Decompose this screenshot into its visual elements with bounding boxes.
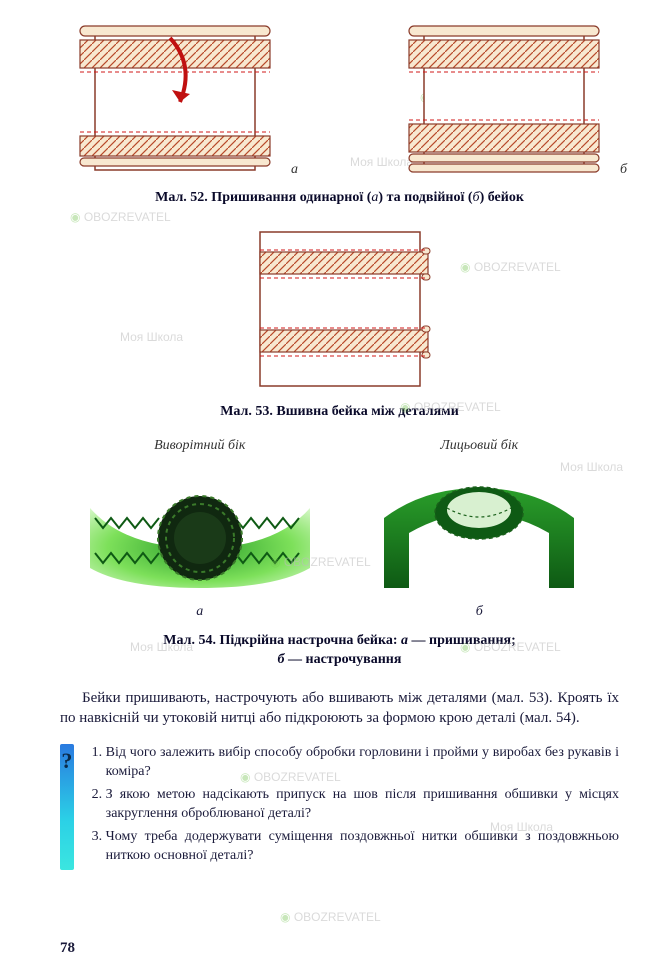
fig52-label-b: б xyxy=(620,162,627,178)
fig52-label-a: а xyxy=(291,162,298,178)
body-paragraph: Бейки пришивають, настрочують або вшиваю… xyxy=(60,688,619,729)
fig54-label-b: б xyxy=(364,604,594,620)
question-item: Від чого залежить вибір способу обробки … xyxy=(106,744,619,782)
watermark-oboz: OBOZREVATEL xyxy=(280,910,381,924)
fig54-left-label: Виворітний бік xyxy=(85,438,315,454)
figure-54-row: Виворітний бік а Лицьовий xyxy=(60,438,619,620)
question-item: З якою метою надсікають припуск на шов п… xyxy=(106,786,619,824)
fig54-label-a: а xyxy=(85,604,315,620)
page-number: 78 xyxy=(60,940,75,957)
figure-54b: Лицьовий бік б xyxy=(364,438,594,620)
figure-52b: б xyxy=(389,20,619,180)
question-mark-icon: ? xyxy=(61,748,72,869)
figure-52a: а xyxy=(60,20,290,180)
question-marker-bar: ? xyxy=(60,744,74,869)
figure-54-caption: Мал. 54. Підкрійна настрочна бейка: а — … xyxy=(60,632,619,670)
watermark-oboz: OBOZREVATEL xyxy=(70,210,171,224)
questions-block: ? Від чого залежить вибір способу обробк… xyxy=(60,744,619,869)
figure-53-caption: Мал. 53. Вшивна бейка між деталями xyxy=(60,404,619,420)
figure-52-caption: Мал. 52. Пришивання одинарної (а) та под… xyxy=(60,190,619,206)
fig54-right-label: Лицьовий бік xyxy=(364,438,594,454)
figure-54a: Виворітний бік а xyxy=(85,438,315,620)
figure-52-row: а б xyxy=(60,20,619,180)
figure-53 xyxy=(60,224,619,394)
question-item: Чому треба додержувати суміщення поздовж… xyxy=(106,828,619,866)
questions-list: Від чого залежить вибір способу обробки … xyxy=(84,744,619,869)
